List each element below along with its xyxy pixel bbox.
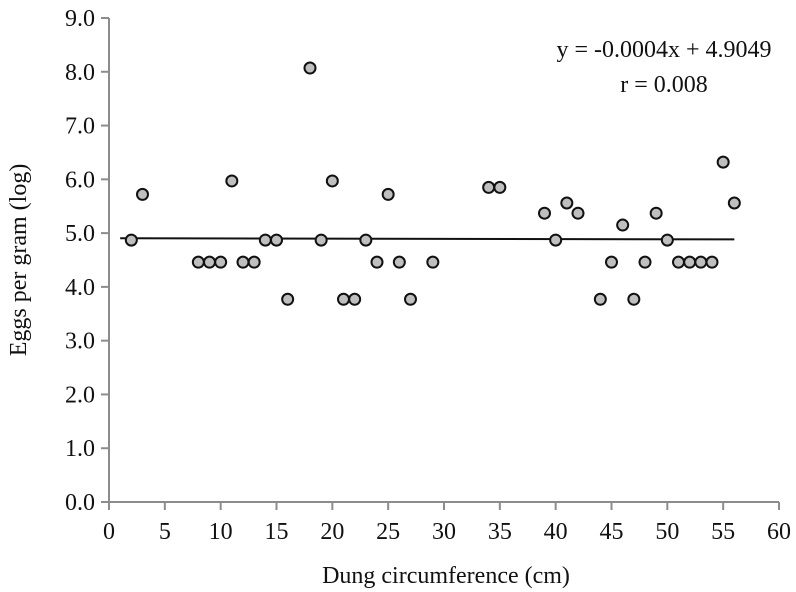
x-tick-label: 10: [209, 519, 233, 545]
data-point: [381, 187, 395, 201]
y-axis-title: Eggs per gram (log): [6, 164, 32, 357]
data-point: [694, 255, 708, 269]
data-point: [672, 255, 685, 269]
data-point: [136, 187, 149, 201]
data-point: [247, 255, 261, 269]
data-point: [392, 255, 406, 269]
data-point: [124, 233, 138, 247]
x-tick-label: 0: [103, 519, 115, 545]
x-tick-label: 60: [767, 519, 791, 545]
trendline: [120, 237, 735, 241]
data-point: [493, 180, 507, 194]
data-point: [571, 206, 585, 220]
data-point: [605, 255, 618, 269]
data-point: [270, 233, 283, 247]
data-point: [560, 196, 574, 210]
x-tick-label: 55: [711, 519, 735, 545]
data-point: [616, 218, 630, 232]
data-point: [549, 233, 563, 247]
data-point: [593, 292, 607, 306]
data-point: [348, 292, 362, 306]
x-tick-label: 35: [488, 519, 512, 545]
x-tick-label: 5: [159, 519, 171, 545]
data-point: [359, 233, 373, 247]
y-tick-label: 0.0: [65, 490, 95, 516]
x-tick-label: 15: [265, 519, 289, 545]
y-tick-label: 3.0: [65, 329, 95, 355]
data-point: [281, 292, 295, 306]
data-point: [426, 255, 440, 269]
y-tick-label: 8.0: [65, 60, 95, 86]
y-tick-label: 9.0: [65, 6, 95, 32]
data-point: [370, 255, 384, 269]
data-point: [214, 255, 228, 269]
data-point: [649, 206, 663, 220]
data-point: [303, 61, 317, 75]
data-point: [538, 206, 551, 220]
y-tick-label: 2.0: [65, 382, 95, 408]
data-point: [258, 233, 272, 247]
data-point: [236, 255, 250, 269]
data-point: [627, 292, 641, 306]
correlation-coefficient: r = 0.008: [620, 72, 708, 98]
data-points: [124, 61, 741, 306]
x-tick-label: 20: [320, 519, 344, 545]
data-point: [683, 255, 697, 269]
x-axis: 0 5 10 15 20 25 30 35 40 45 50 55 60: [101, 501, 791, 545]
x-tick-label: 45: [600, 519, 624, 545]
y-axis: 0.0 1.0 2.0 3.0 4.0 5.0 6.0 7.0 8.0 9.0: [65, 6, 110, 516]
regression-equation: y = -0.0004x + 4.9049: [556, 37, 771, 63]
x-tick-label: 30: [432, 519, 456, 545]
data-point: [660, 233, 674, 247]
regression-line: [120, 237, 735, 241]
y-tick-label: 5.0: [65, 221, 95, 247]
data-point: [191, 255, 205, 269]
data-point: [705, 255, 719, 269]
y-tick-label: 4.0: [65, 275, 95, 301]
x-tick-label: 50: [655, 519, 679, 545]
data-point: [482, 180, 496, 194]
data-point: [404, 292, 417, 306]
y-tick-label: 6.0: [65, 167, 95, 193]
y-tick-label: 1.0: [65, 436, 95, 462]
data-point: [716, 155, 730, 169]
data-point: [727, 196, 741, 210]
data-point: [203, 255, 216, 269]
data-point: [638, 255, 652, 269]
y-tick-label: 7.0: [65, 114, 95, 140]
x-axis-title: Dung circumference (cm): [322, 563, 570, 589]
data-point: [325, 174, 339, 188]
x-tick-label: 40: [544, 519, 568, 545]
data-point: [225, 174, 239, 188]
data-point: [314, 233, 328, 247]
data-point: [337, 292, 350, 306]
x-tick-label: 25: [376, 519, 400, 545]
